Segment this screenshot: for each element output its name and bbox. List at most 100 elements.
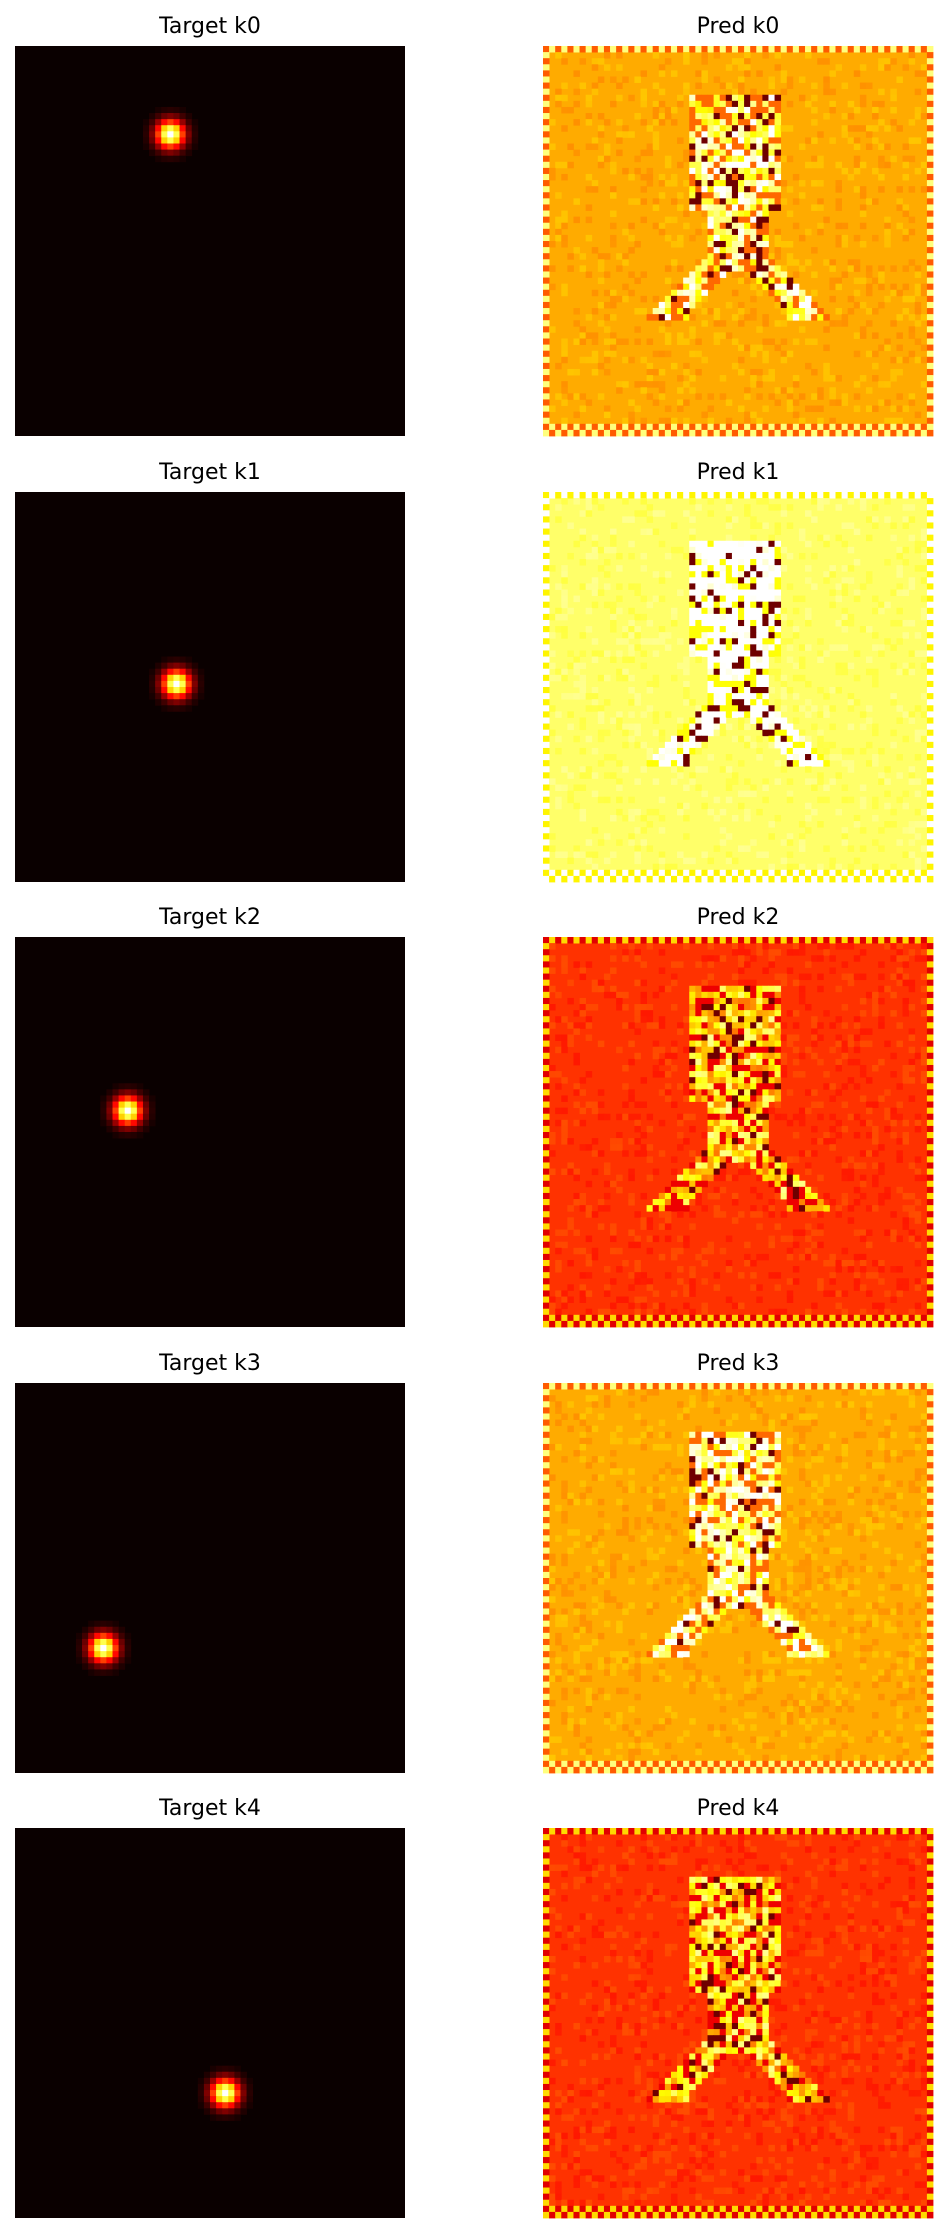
heatmap-cell [865, 198, 873, 205]
heatmap-cell [738, 64, 745, 71]
heatmap-cell [798, 528, 806, 536]
heatmap-cell [780, 125, 788, 132]
heatmap-cell [670, 429, 678, 437]
heatmap-cell [792, 1314, 800, 1322]
heatmap-cell [652, 1199, 660, 1206]
heatmap-cell [780, 717, 788, 724]
heatmap-cell [811, 82, 818, 90]
heatmap-cell [689, 1125, 696, 1133]
heatmap-cell [750, 314, 757, 321]
heatmap-cell [774, 723, 782, 731]
heatmap-cell [817, 131, 824, 138]
heatmap-cell [634, 1125, 641, 1133]
heatmap-cell [786, 350, 794, 358]
heatmap-cell [543, 58, 550, 65]
heatmap-cell [792, 875, 800, 883]
heatmap-cell [865, 1241, 873, 1249]
heatmap-cell [549, 1138, 556, 1145]
heatmap-cell [585, 693, 593, 700]
heatmap-cell [664, 747, 672, 755]
heatmap-cell [689, 204, 696, 211]
heatmap-cell [768, 143, 775, 150]
heatmap-cell [853, 1162, 861, 1169]
heatmap-cell [792, 1010, 800, 1017]
heatmap-cell [719, 492, 727, 499]
heatmap-cell [750, 46, 757, 53]
heatmap-cell [683, 1089, 690, 1096]
heatmap-cell [561, 429, 568, 437]
heatmap-cell [701, 1162, 708, 1169]
heatmap-cell [890, 368, 897, 376]
heatmap-cell [829, 70, 836, 77]
heatmap-cell [664, 1083, 672, 1090]
heatmap-cell [191, 137, 199, 144]
heatmap-cell [634, 729, 641, 737]
heatmap-cell [859, 125, 867, 132]
heatmap-cell [756, 259, 763, 266]
heatmap-cell [768, 961, 775, 968]
heatmap-cell [841, 869, 849, 877]
heatmap-cell [774, 991, 782, 999]
heatmap-cell [603, 368, 611, 376]
heatmap-cell [811, 1101, 818, 1109]
heatmap-cell [646, 1308, 654, 1316]
heatmap-cell [762, 522, 769, 529]
heatmap-cell [695, 1016, 702, 1023]
heatmap-cell [865, 937, 873, 944]
heatmap-cell [167, 143, 174, 150]
heatmap-cell [872, 1064, 879, 1072]
heatmap-cell [136, 1113, 144, 1121]
heatmap-cell [762, 687, 769, 694]
heatmap-cell [865, 1229, 873, 1236]
heatmap-cell [610, 613, 617, 621]
heatmap-cell [780, 973, 788, 981]
heatmap-cell [872, 113, 879, 120]
heatmap-cell [798, 662, 806, 670]
heatmap-cell [841, 1314, 849, 1322]
heatmap-cell [756, 1089, 763, 1096]
heatmap-cell [902, 790, 910, 798]
heatmap-cell [780, 295, 788, 303]
heatmap-cell [738, 1010, 745, 1017]
heatmap-cell [902, 937, 910, 944]
heatmap-cell [865, 1107, 873, 1115]
heatmap-cell [847, 1156, 855, 1163]
heatmap-cell [817, 729, 824, 737]
heatmap-cell [719, 589, 727, 596]
heatmap-cell [677, 1192, 684, 1200]
heatmap-cell [890, 1071, 897, 1078]
heatmap-cell [610, 1314, 617, 1322]
heatmap-cell [865, 1205, 873, 1212]
heatmap-cell [719, 674, 727, 682]
heatmap-cell [756, 1077, 763, 1084]
heatmap-cell [762, 1040, 769, 1048]
heatmap-cell [908, 216, 916, 224]
heatmap-cell [768, 705, 775, 712]
heatmap-cell [634, 979, 641, 987]
heatmap-cell [756, 289, 763, 297]
heatmap-cell [762, 595, 769, 603]
heatmap-cell [786, 253, 794, 260]
heatmap-cell [543, 326, 550, 333]
heatmap-cell [677, 375, 684, 382]
heatmap-cell [798, 833, 806, 840]
heatmap-cell [896, 1083, 903, 1090]
heatmap-cell [646, 381, 654, 388]
heatmap-cell [149, 1107, 156, 1115]
heatmap-cell [603, 857, 611, 865]
heatmap-cell [805, 1247, 812, 1255]
heatmap-cell [597, 277, 605, 285]
heatmap-cell [738, 216, 745, 224]
heatmap-cell [664, 106, 672, 114]
heatmap-cell [878, 88, 885, 96]
heatmap-cell [677, 1113, 684, 1121]
heatmap-cell [707, 143, 715, 150]
heatmap-cell [853, 650, 861, 657]
heatmap-cell [579, 253, 587, 260]
heatmap-cell [853, 1046, 861, 1054]
heatmap-cell [725, 1156, 733, 1163]
heatmap-cell [768, 492, 775, 499]
heatmap-cell [658, 869, 666, 877]
heatmap-cell [646, 1235, 654, 1243]
heatmap-cell [622, 228, 629, 236]
